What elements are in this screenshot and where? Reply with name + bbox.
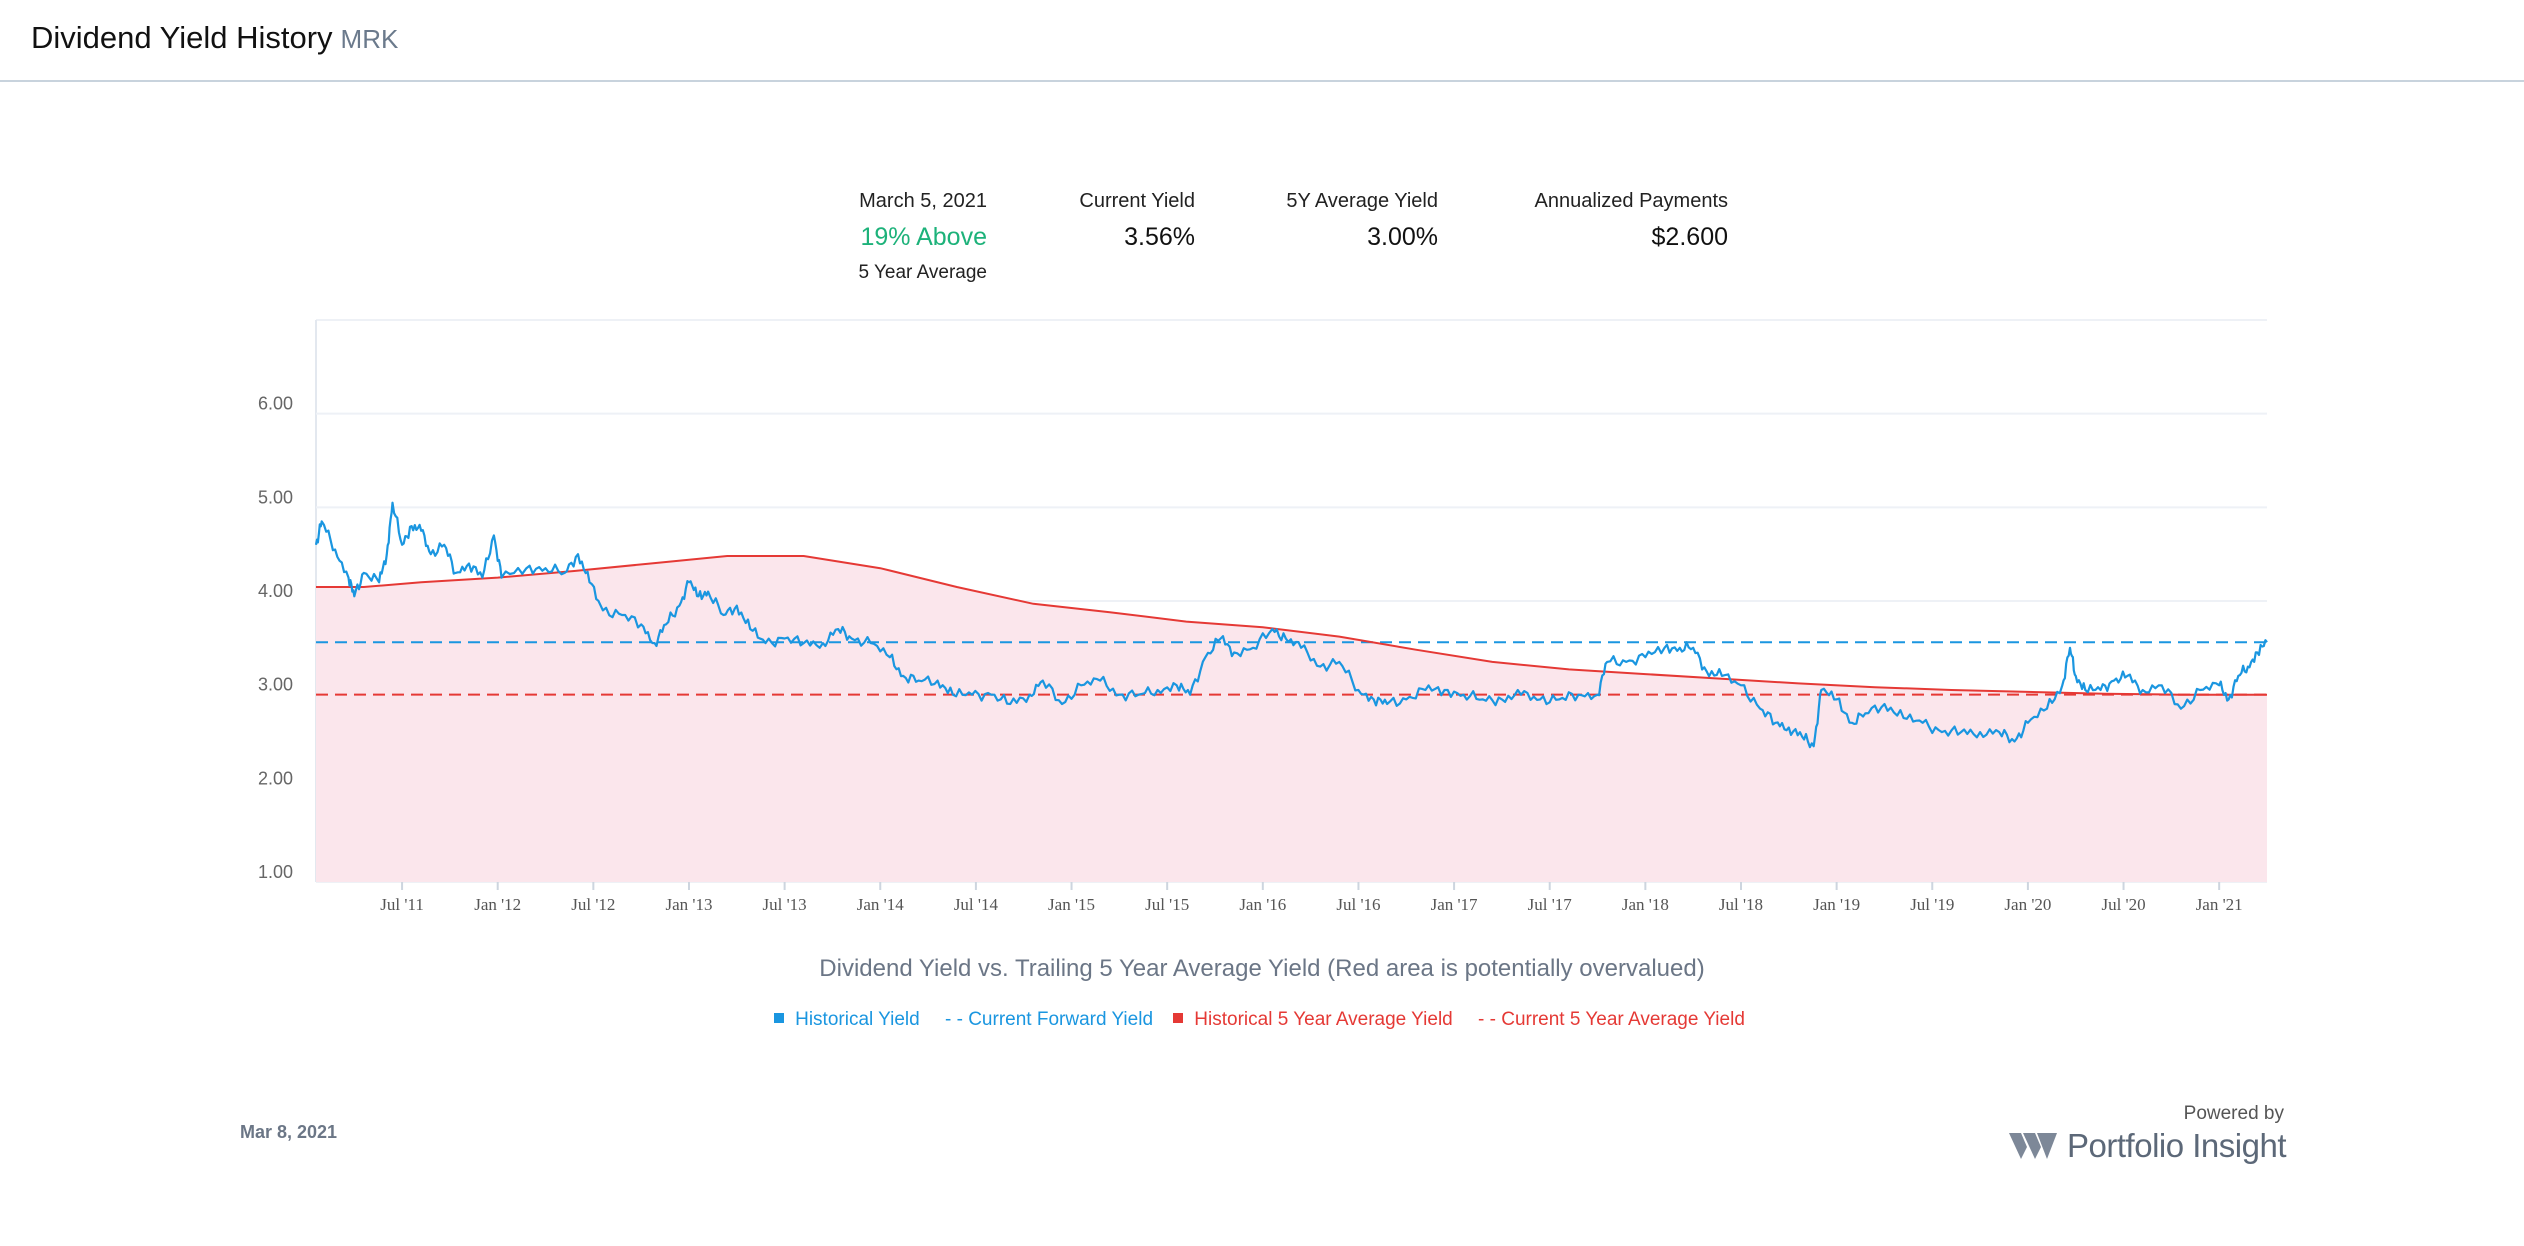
legend-label: - - Current 5 Year Average Yield: [1478, 1009, 1745, 1030]
brand-name: Portfolio Insight: [2067, 1127, 2286, 1164]
legend-label: - - Current Forward Yield: [945, 1009, 1154, 1030]
y-tick-label: 6.00: [258, 394, 293, 414]
x-tick-label: Jul '13: [763, 895, 807, 914]
title-text: Dividend Yield History: [31, 20, 333, 55]
legend-current-forward-yield[interactable]: - - Current Forward Yield: [940, 1009, 1158, 1030]
x-tick-label: Jan '18: [1622, 895, 1669, 914]
x-tick-label: Jan '21: [2196, 895, 2243, 914]
x-tick-label: Jan '19: [1813, 895, 1860, 914]
y-tick-label: 5.00: [258, 487, 293, 507]
chart-marks: [314, 501, 2268, 882]
x-tick-label: Jan '12: [474, 895, 521, 914]
chart-legend: Historical Yield - - Current Forward Yie…: [0, 1009, 2524, 1031]
historical-5y-average-yield-line: [316, 555, 2267, 696]
yield-chart: 1.002.003.004.005.006.00 Jul '11 Jan '12 J…: [258, 319, 2268, 914]
page-title: Dividend Yield History MRK: [31, 20, 398, 56]
x-tick-label: Jul '17: [1528, 895, 1573, 914]
stat-payments-value: $2.600: [1651, 223, 1728, 251]
x-tick-label: Jan '20: [2004, 895, 2051, 914]
portfolio-insight-logo-icon: [2009, 1133, 2058, 1159]
stat-current-yield: Current Yield 3.56%: [1079, 190, 1195, 252]
stat-annualized-payments: Annualized Payments $2.600: [1535, 190, 1728, 252]
page-header: Dividend Yield History MRK: [0, 0, 2524, 82]
stat-average-yield: 5Y Average Yield 3.00%: [1286, 190, 1438, 252]
legend-label: Historical Yield: [795, 1009, 920, 1030]
y-tick-label: 2.00: [258, 768, 293, 788]
legend-square-icon: [1173, 1013, 1184, 1023]
x-tick-label: Jul '12: [571, 895, 615, 914]
ticker-symbol: MRK: [340, 24, 399, 54]
legend-label: Historical 5 Year Average Yield: [1194, 1009, 1453, 1030]
stat-relative: March 5, 2021 19% Above 5 Year Average: [858, 190, 987, 284]
stat-average-yield-label: 5Y Average Yield: [1286, 190, 1438, 212]
x-tick-label: Jan '14: [857, 895, 904, 914]
x-tick-label: Jul '11: [380, 895, 424, 914]
x-tick-label: Jul '20: [2101, 895, 2145, 914]
overvalued-area: [316, 556, 2267, 882]
chart-caption: Dividend Yield vs. Trailing 5 Year Avera…: [819, 955, 1705, 982]
stat-current-yield-value: 3.56%: [1124, 223, 1195, 251]
y-tick-label: 1.00: [258, 862, 293, 882]
stat-current-yield-label: Current Yield: [1079, 190, 1195, 212]
x-tick-label: Jul '19: [1910, 895, 1954, 914]
y-tick-label: 3.00: [258, 675, 293, 695]
historical-yield-line: [314, 501, 2268, 749]
footer-date: Mar 8, 2021: [240, 1122, 338, 1142]
x-axis-ticks: Jul '11 Jan '12 Jul '12 Jan '13 Jul '13 Jan '…: [380, 895, 2242, 914]
y-axis-ticks: 1.00 2.00 3.00 4.00 5.00 6.00: [258, 394, 293, 882]
legend-historical-yield[interactable]: Historical Yield: [774, 1009, 925, 1030]
x-tick-label: Jan '17: [1431, 895, 1478, 914]
legend-square-icon: [774, 1013, 785, 1023]
legend-current-5y-average[interactable]: - - Current 5 Year Average Yield: [1473, 1009, 1750, 1030]
stat-date-label: March 5, 2021: [859, 190, 987, 212]
powered-by-label: Powered by: [2183, 1103, 2284, 1124]
x-tick-label: Jul '15: [1145, 895, 1189, 914]
x-tick-label: Jan '16: [1239, 895, 1286, 914]
stat-relative-sub: 5 Year Average: [858, 262, 987, 283]
portfolio-insight-logo[interactable]: Portfolio Insight: [2009, 1126, 2286, 1166]
stat-payments-label: Annualized Payments: [1534, 190, 1728, 212]
x-tick-label: Jan '15: [1048, 895, 1095, 914]
legend-historical-5y-average[interactable]: Historical 5 Year Average Yield: [1173, 1009, 1457, 1030]
x-tick-label: Jul '14: [954, 895, 999, 914]
stat-relative-value: 19% Above: [860, 223, 988, 251]
x-tick-label: Jan '13: [665, 895, 712, 914]
x-tick-label: Jul '16: [1336, 895, 1380, 914]
x-tick-label: Jul '18: [1719, 895, 1763, 914]
y-tick-label: 4.00: [258, 581, 293, 601]
stat-average-yield-value: 3.00%: [1367, 223, 1438, 251]
